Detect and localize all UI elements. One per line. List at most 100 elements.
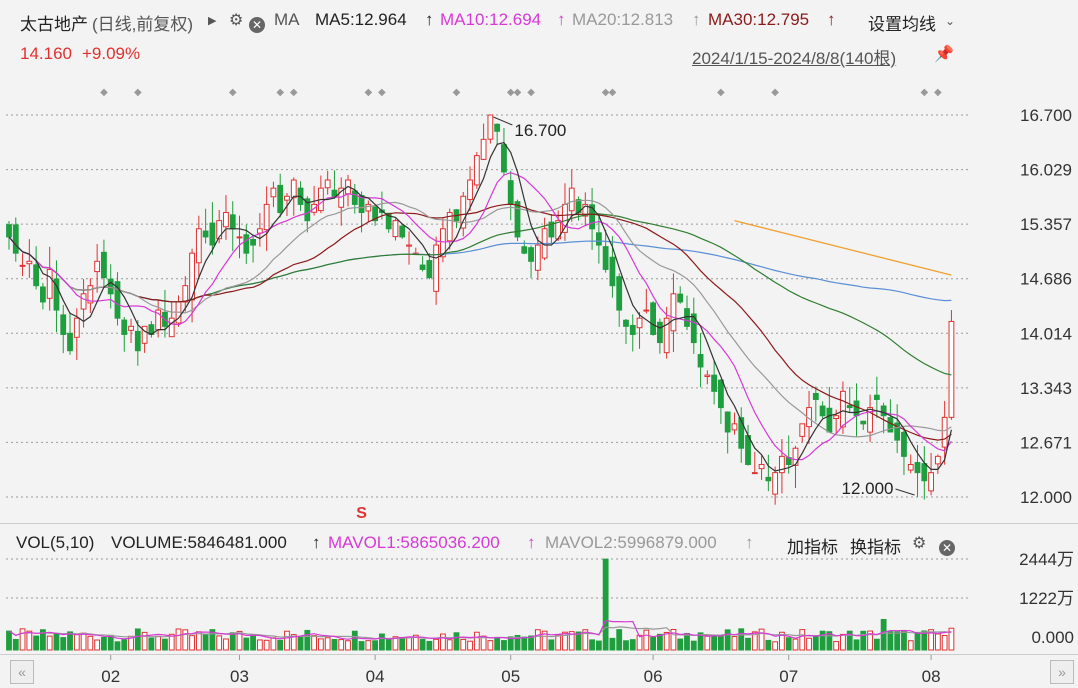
volume-bar-down bbox=[134, 628, 141, 651]
candle-up bbox=[460, 195, 467, 229]
play-icon[interactable]: ▶ bbox=[208, 15, 217, 27]
candle-up bbox=[582, 203, 589, 217]
candle-up bbox=[263, 203, 270, 231]
volume-bar-down bbox=[494, 637, 501, 651]
candle-down bbox=[880, 405, 887, 417]
mavol2-line bbox=[8, 626, 952, 640]
candle-down bbox=[229, 214, 236, 230]
mavol2-arrow-icon: ↑ bbox=[745, 533, 754, 552]
volume-bar-up bbox=[446, 639, 453, 651]
ma-settings-button[interactable]: 设置均线 bbox=[868, 15, 936, 34]
volume-ma-lines bbox=[8, 619, 952, 640]
volume-bar-down bbox=[684, 632, 690, 651]
y-tick-label: 16.700 bbox=[1020, 106, 1072, 125]
volume-bar-down bbox=[385, 638, 392, 651]
vol-tick-label: 2444万 bbox=[1019, 550, 1074, 569]
candle-up bbox=[663, 317, 670, 354]
pin-icon[interactable]: 📌 bbox=[934, 46, 954, 63]
volume-bar-down bbox=[528, 635, 534, 651]
candle-up bbox=[534, 244, 541, 271]
volume-bar-up bbox=[704, 634, 711, 651]
volume-bar-down bbox=[507, 636, 514, 651]
y-tick-label: 12.000 bbox=[1020, 488, 1072, 507]
price-axis: 16.700 16.029 15.357 14.686 14.014 13.343 12.6… bbox=[1019, 106, 1074, 647]
event-marker-icon: ◆ bbox=[717, 87, 725, 98]
candle-down bbox=[250, 238, 256, 246]
candle-up bbox=[792, 447, 799, 466]
y-tick-label: 13.343 bbox=[1020, 379, 1072, 398]
volume-bar-up bbox=[440, 633, 446, 651]
candle-down bbox=[589, 204, 595, 230]
volume-bar-up bbox=[670, 628, 677, 651]
volume-bar-up bbox=[568, 631, 575, 651]
mavol1-value: MAVOL1:5865036.200 bbox=[328, 533, 500, 552]
candle-up bbox=[324, 179, 331, 189]
candle-down bbox=[629, 324, 636, 335]
candle-down bbox=[277, 184, 284, 214]
candle-up bbox=[440, 228, 446, 258]
volume-bar-down bbox=[419, 639, 426, 651]
candle-up bbox=[636, 317, 643, 329]
volume-bar-up bbox=[290, 634, 297, 651]
volume-bar-down bbox=[745, 637, 751, 651]
candle-down bbox=[745, 435, 751, 465]
volume-bar-up bbox=[345, 640, 351, 651]
volume-bar-up bbox=[324, 637, 331, 651]
date-range[interactable]: 2024/1/15-2024/8/8(140根) bbox=[692, 49, 897, 68]
volume-bar-down bbox=[379, 633, 385, 651]
volume-bar-down bbox=[426, 640, 433, 651]
add-indicator-button[interactable]: 加指标 bbox=[787, 538, 838, 557]
candle-up bbox=[406, 244, 412, 247]
candle-up bbox=[46, 268, 53, 299]
event-markers: ◆ ◆ ◆ ◆ ◆ ◆ ◆ ◆ ◆ ◆ ◆ ◆ ◆ ◆ ◆ ◆ ◆ bbox=[100, 87, 942, 98]
candle-up bbox=[270, 187, 277, 198]
volume-bar-down bbox=[53, 632, 60, 651]
candle-up bbox=[928, 472, 934, 492]
close-icon[interactable]: ✕ bbox=[939, 535, 955, 556]
y-tick-label: 15.357 bbox=[1020, 215, 1072, 234]
volume-bar-up bbox=[772, 641, 779, 651]
volume-bar-up bbox=[663, 631, 670, 651]
volume-bar-up bbox=[338, 639, 345, 651]
volume-bar-down bbox=[765, 639, 772, 651]
chevron-left-icon[interactable]: « bbox=[10, 660, 34, 684]
x-tick-label: 07 bbox=[779, 667, 798, 686]
chevron-right-icon[interactable]: » bbox=[1050, 660, 1074, 684]
candle-down bbox=[528, 247, 534, 262]
volume-bar-down bbox=[826, 631, 833, 651]
gear-icon[interactable]: ⚙ bbox=[229, 12, 244, 29]
candle-down bbox=[426, 260, 433, 279]
volume-bar-up bbox=[80, 632, 87, 651]
volume-bar-up bbox=[534, 629, 541, 651]
mavol1-arrow-icon: ↑ bbox=[527, 533, 536, 552]
event-marker-icon: ◆ bbox=[602, 87, 610, 98]
candle-up bbox=[392, 220, 399, 238]
volume-bar-up bbox=[284, 630, 290, 651]
close-icon[interactable]: ✕ bbox=[249, 12, 265, 33]
vol-tick-label: 0.000 bbox=[1031, 628, 1074, 647]
gear-icon[interactable]: ⚙ bbox=[912, 535, 927, 552]
volume-bar-up bbox=[731, 636, 738, 651]
candle-up bbox=[73, 317, 80, 338]
volume-bar-down bbox=[656, 633, 663, 651]
volume-bar-down bbox=[514, 634, 521, 651]
volume-bar-up bbox=[636, 634, 643, 651]
candles bbox=[6, 114, 955, 505]
volume-bar-down bbox=[101, 637, 107, 651]
switch-indicator-button[interactable]: 换指标 bbox=[850, 538, 901, 557]
candle-up bbox=[670, 293, 677, 332]
ma5-arrow-icon: ↑ bbox=[425, 10, 434, 29]
event-marker-icon: ◆ bbox=[514, 87, 522, 98]
candle-down bbox=[697, 354, 704, 368]
x-tick-label: 05 bbox=[501, 667, 520, 686]
mavol2-value: MAVOL2:5996879.000 bbox=[545, 533, 717, 552]
candle-down bbox=[419, 264, 426, 270]
candle-up bbox=[87, 285, 94, 304]
volume-bar-up bbox=[806, 637, 812, 651]
signal-marker: S bbox=[356, 505, 367, 522]
candle-down bbox=[507, 180, 514, 205]
candle-down bbox=[853, 400, 860, 417]
chevron-down-icon[interactable]: ⌄ bbox=[945, 14, 956, 28]
volume-bar-down bbox=[114, 641, 121, 651]
